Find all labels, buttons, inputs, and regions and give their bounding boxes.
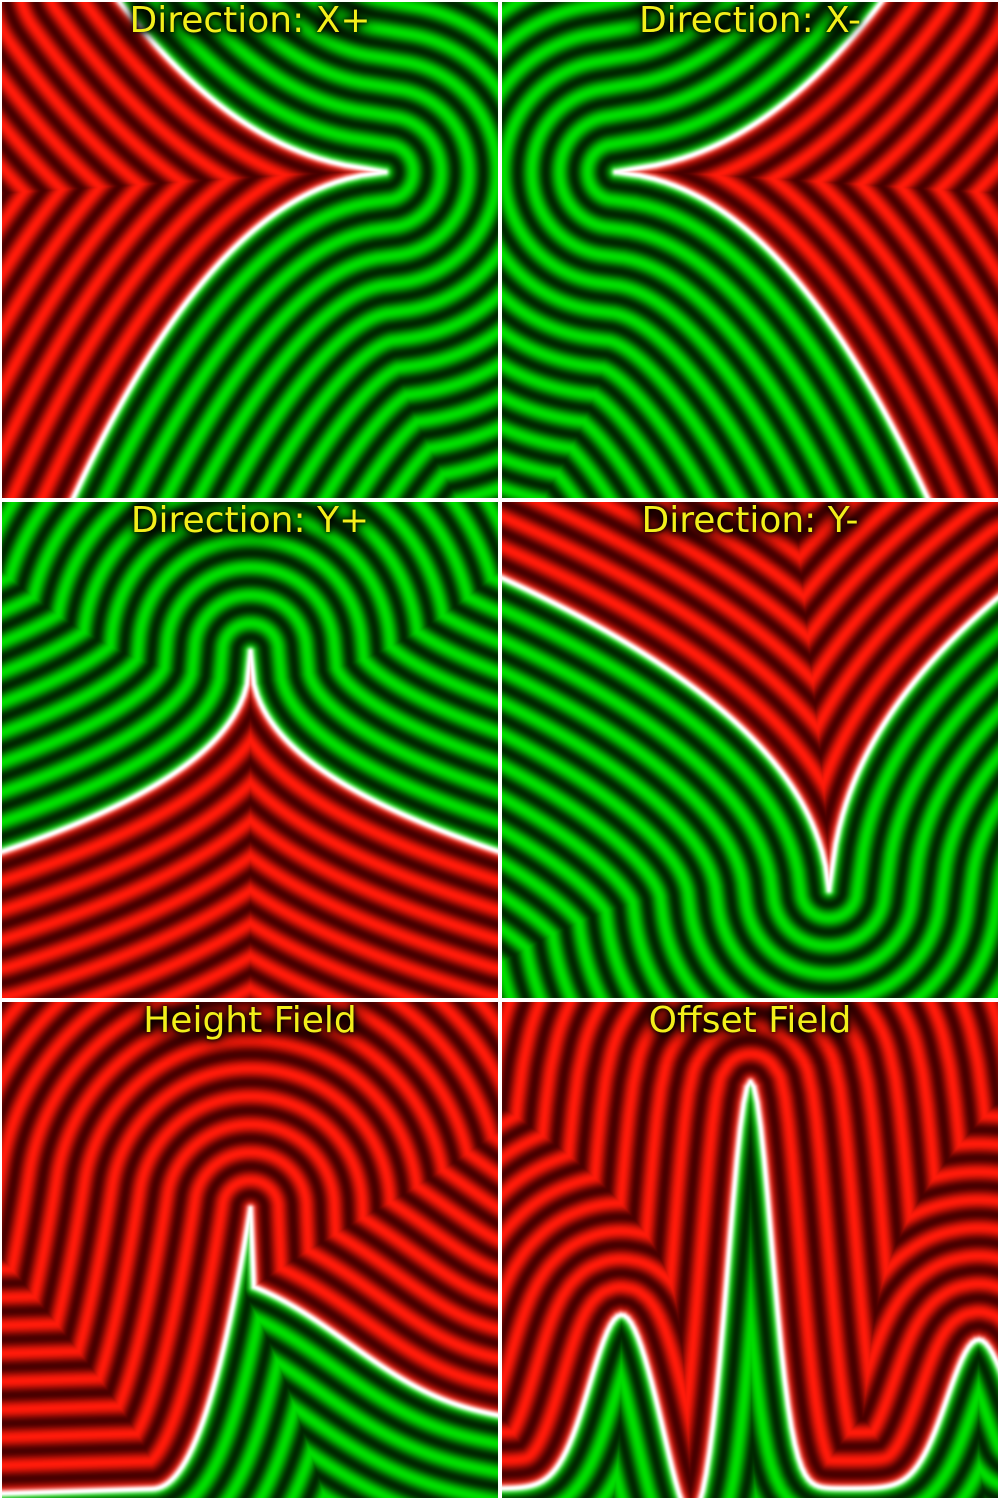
- distance-field-image-offset-field: [502, 1002, 998, 1498]
- distance-field-image-y-minus: [502, 502, 998, 998]
- panel-direction-y-plus: Direction: Y+: [2, 502, 498, 998]
- distance-field-image-height-field: [2, 1002, 498, 1498]
- panel-direction-x-plus: Direction: X+: [2, 2, 498, 498]
- panel-height-field: Height Field: [2, 1002, 498, 1498]
- distance-field-image-x-minus: [502, 2, 998, 498]
- panel-direction-y-minus: Direction: Y-: [502, 502, 998, 998]
- panel-offset-field: Offset Field: [502, 1002, 998, 1498]
- panel-direction-x-minus: Direction: X-: [502, 2, 998, 498]
- distance-field-image-y-plus: [2, 502, 498, 998]
- distance-field-image-x-plus: [2, 2, 498, 498]
